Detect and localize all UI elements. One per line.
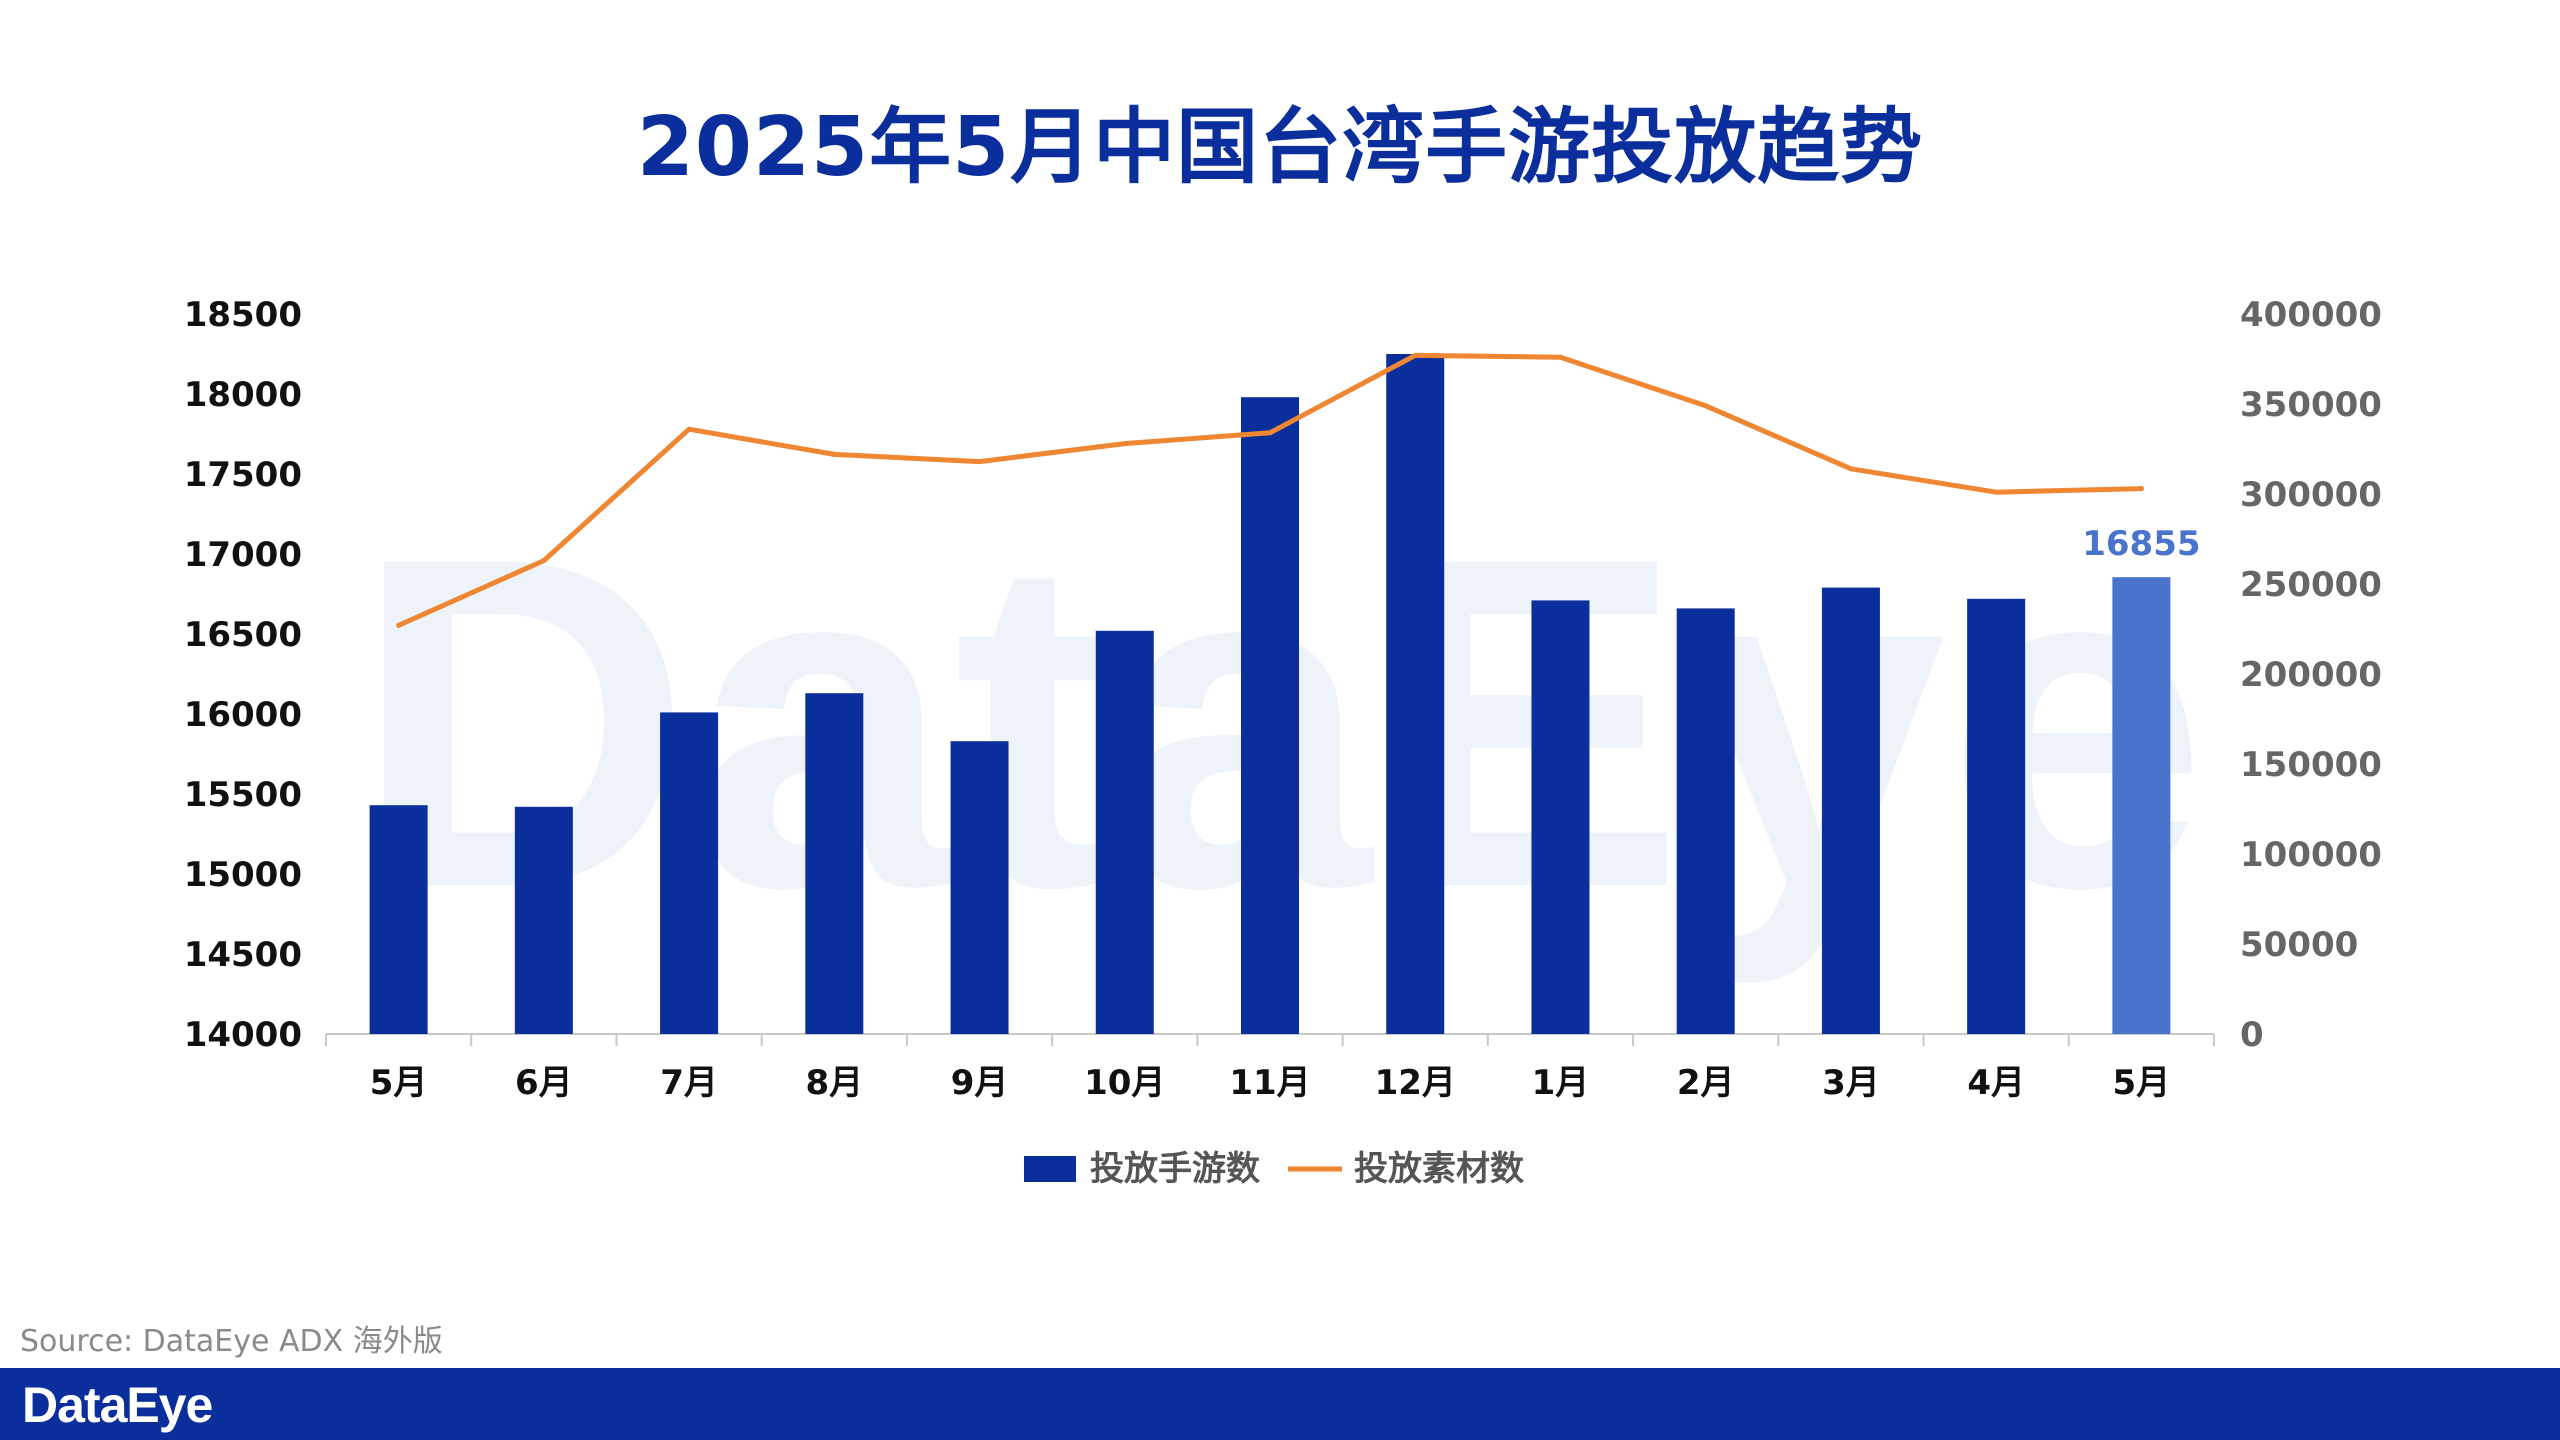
left-tick-label: 17500 [184, 455, 302, 495]
category-label-7: 12月 [1375, 1063, 1456, 1103]
right-tick-label: 200000 [2240, 655, 2382, 695]
category-label-0: 5月 [370, 1063, 428, 1103]
bar-10 [1821, 587, 1880, 1034]
bar-4 [950, 741, 1009, 1034]
bar-3 [805, 693, 864, 1034]
footer-bar: DataEye [0, 1368, 2560, 1440]
line-point-5 [1122, 441, 1128, 447]
right-tick-label: 250000 [2240, 565, 2382, 605]
legend-bar-label: 投放手游数 [1090, 1149, 1260, 1189]
bar-11 [1967, 598, 2026, 1034]
category-label-3: 8月 [805, 1063, 863, 1103]
right-axis-ticks: 0 50000 100000 150000 200000 250000 300000 3500… [2240, 295, 2382, 1055]
left-tick-label: 14500 [184, 935, 302, 975]
right-tick-label: 100000 [2240, 835, 2382, 875]
line-point-10 [1848, 466, 1854, 472]
x-axis [325, 1033, 2215, 1046]
left-tick-label: 16500 [184, 615, 302, 655]
bar-series [369, 354, 2171, 1034]
line-point-0 [396, 622, 402, 628]
line-point-2 [686, 426, 692, 432]
line-point-8 [1557, 354, 1563, 360]
left-tick-label: 15000 [184, 855, 302, 895]
left-axis-ticks: 14000 14500 15000 15500 16000 16500 17000 17500… [184, 295, 302, 1055]
legend-line-label: 投放素材数 [1354, 1149, 1524, 1189]
category-label-10: 3月 [1822, 1063, 1880, 1103]
category-label-12: 5月 [2113, 1063, 2171, 1103]
legend: 投放手游数 投放素材数 [1024, 1149, 1524, 1189]
bar-1 [514, 806, 573, 1034]
line-point-7 [1412, 352, 1418, 358]
line-point-9 [1703, 403, 1709, 409]
bar-12 [2112, 577, 2171, 1034]
category-label-5: 10月 [1084, 1063, 1165, 1103]
right-tick-label: 0 [2240, 1015, 2264, 1055]
bar-8 [1531, 600, 1590, 1034]
bar-6 [1241, 397, 1299, 1034]
category-label-1: 6月 [515, 1063, 573, 1103]
data-label: 16855 [2082, 524, 2200, 564]
left-tick-label: 14000 [184, 1015, 302, 1055]
left-tick-label: 18000 [184, 375, 302, 415]
line-point-1 [541, 558, 547, 564]
data-labels: 16855 [2082, 524, 2200, 564]
line-point-11 [1993, 489, 1999, 495]
footer-logo: DataEye [22, 1377, 213, 1433]
x-axis-labels: 5月 6月 7月 8月 9月 10月 11月 12月 1月 2月 3月 4月 5月 [370, 1063, 2170, 1103]
line-point-12 [2138, 486, 2144, 492]
category-label-6: 11月 [1229, 1063, 1310, 1103]
right-tick-label: 300000 [2240, 475, 2382, 515]
line-point-6 [1267, 430, 1273, 436]
bar-0 [369, 805, 428, 1034]
bar-2 [660, 712, 719, 1034]
right-tick-label: 150000 [2240, 745, 2382, 785]
right-tick-label: 350000 [2240, 385, 2382, 425]
right-tick-label: 50000 [2240, 925, 2358, 965]
left-tick-label: 18500 [184, 295, 302, 335]
category-label-8: 1月 [1532, 1063, 1590, 1103]
category-label-11: 4月 [1967, 1063, 2025, 1103]
bar-9 [1676, 608, 1735, 1034]
left-tick-label: 16000 [184, 695, 302, 735]
source-note: Source: DataEye ADX 海外版 [20, 1324, 443, 1359]
bar-7 [1386, 354, 1445, 1034]
bar-5 [1095, 630, 1154, 1034]
left-tick-label: 17000 [184, 535, 302, 575]
category-label-2: 7月 [660, 1063, 718, 1103]
right-tick-label: 400000 [2240, 295, 2382, 335]
line-series [396, 352, 2144, 628]
category-label-4: 9月 [951, 1063, 1009, 1103]
left-tick-label: 15500 [184, 775, 302, 815]
line-point-3 [831, 451, 837, 457]
line-point-4 [977, 459, 983, 465]
legend-bar-swatch [1024, 1156, 1076, 1182]
chart-title: 2025年5月中国台湾手游投放趋势 [636, 100, 1924, 195]
category-label-9: 2月 [1677, 1063, 1735, 1103]
